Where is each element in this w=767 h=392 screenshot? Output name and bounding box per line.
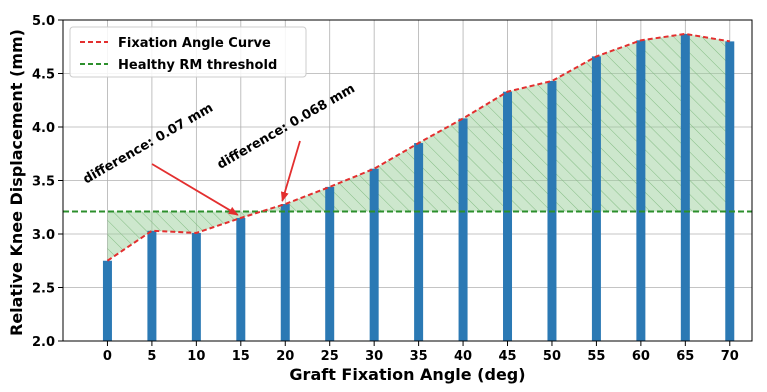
x-tick-label: 0 (103, 349, 112, 364)
y-tick-label: 2.0 (32, 335, 55, 350)
lines (63, 32, 752, 262)
annotation-arrow (280, 140, 301, 202)
x-tick-label: 45 (498, 349, 516, 364)
x-tick-label: 10 (187, 349, 205, 364)
y-tick-label: 5.0 (32, 14, 55, 29)
bar (236, 217, 246, 341)
curve-line (106, 32, 730, 262)
bar (280, 204, 290, 341)
annotation-text: difference: 0.07 mm (81, 101, 216, 188)
bar (591, 56, 601, 341)
y-tick-label: 4.0 (32, 121, 55, 136)
x-tick-label: 40 (454, 349, 472, 364)
x-tick-label: 25 (321, 349, 339, 364)
bar (325, 186, 335, 341)
legend-box (69, 26, 307, 78)
x-tick-label: 70 (721, 349, 739, 364)
y-tick-label: 3.5 (32, 175, 55, 190)
x-tick-label: 5 (147, 349, 156, 364)
legend-label: Fixation Angle Curve (118, 36, 271, 51)
legend: Fixation Angle Curve Healthy RM threshold (69, 26, 307, 78)
legend-label: Healthy RM threshold (118, 58, 277, 73)
axes: 0 5 10 15 20 25 30 35 40 45 50 55 60 65 70 2.0 2.5 3.0 3.5… (7, 14, 753, 384)
y-tick-label: 2.5 (32, 282, 55, 297)
x-tick-label: 60 (632, 349, 650, 364)
x-tick-label: 50 (543, 349, 561, 364)
x-tick-label: 65 (676, 349, 694, 364)
x-axis-label: Graft Fixation Angle (deg) (289, 365, 525, 384)
x-tick-label: 20 (276, 349, 294, 364)
y-tick-label: 4.5 (32, 68, 55, 83)
bar (636, 40, 646, 341)
bar (191, 232, 201, 341)
bar (458, 118, 468, 341)
y-tick-label: 3.0 (32, 228, 55, 243)
y-axis-label: Relative Knee Displacement (mm) (7, 29, 26, 336)
x-tick-label: 55 (587, 349, 605, 364)
bar (725, 41, 735, 342)
annotation-arrow (151, 163, 239, 216)
bar (680, 33, 690, 341)
bar (147, 230, 157, 341)
x-tick-label: 15 (232, 349, 250, 364)
x-tick-label: 35 (410, 349, 428, 364)
bar (369, 168, 379, 341)
bar (503, 91, 513, 341)
bar (102, 260, 112, 341)
bar (414, 143, 424, 341)
x-tick-label: 30 (365, 349, 383, 364)
